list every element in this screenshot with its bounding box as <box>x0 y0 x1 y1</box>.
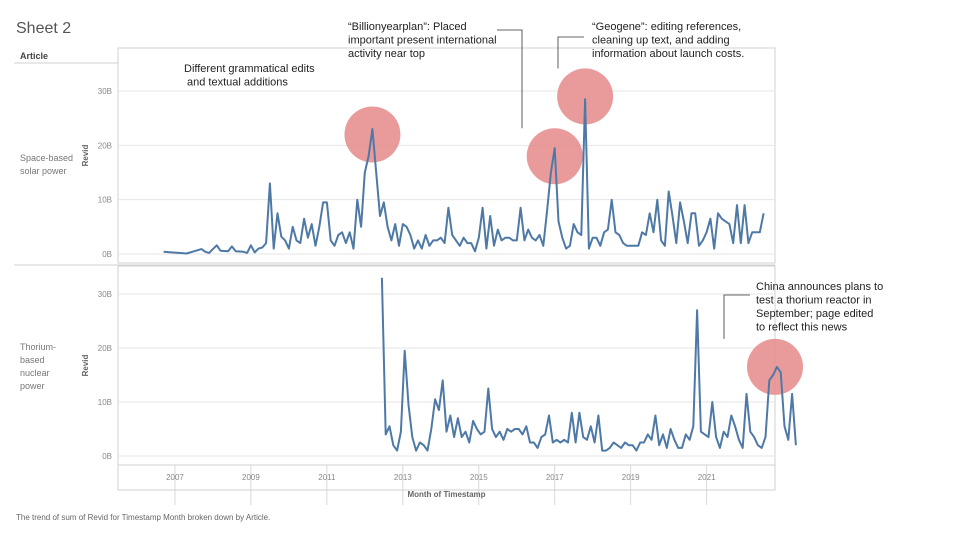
x-tick-label: 2011 <box>318 473 336 482</box>
annotation-line: to reflect this news <box>756 322 848 334</box>
chart-caption: The trend of sum of Revid for Timestamp … <box>16 513 271 522</box>
y-tick-label: 0B <box>102 452 112 461</box>
annotation-line: “Billionyearplan”: Placed <box>348 21 467 33</box>
series-line-thorium <box>380 277 797 452</box>
y-tick-label: 0B <box>102 250 112 259</box>
annotation-leader <box>557 36 584 69</box>
annotation-line: and textual additions <box>187 77 288 89</box>
highlight-circle <box>747 338 803 395</box>
annotation-text: Different grammatical edits and textual a… <box>184 63 315 89</box>
x-tick-label: 2013 <box>394 473 412 482</box>
y-axis-title: Revid <box>81 145 90 167</box>
row-label-thorium: Thorium- based nuclear power <box>20 341 82 393</box>
annotation-line: information about launch costs. <box>592 48 744 60</box>
x-tick-label: 2009 <box>242 473 260 482</box>
row-label-line: solar power <box>20 166 67 176</box>
y-tick-label: 30B <box>98 87 112 96</box>
series-line-space-solar <box>163 98 765 255</box>
annotation-line: “Geogene”: editing references, <box>592 21 741 33</box>
y-tick-label: 10B <box>98 196 112 205</box>
highlight-circle <box>557 68 614 125</box>
x-tick-label: 2007 <box>166 473 184 482</box>
annotation-line: important present international <box>348 35 497 47</box>
annotation-leader <box>497 29 523 129</box>
annotation-text: “Geogene”: editing references, cleaning u… <box>592 21 744 60</box>
annotation-line: China announces plans to <box>756 281 883 293</box>
column-header-article: Article <box>20 51 49 61</box>
row-label-space-solar: Space-based solar power <box>20 152 82 178</box>
x-axis-band <box>117 464 776 491</box>
annotation-line: cleaning up text, and adding <box>592 35 730 47</box>
row-label-line: nuclear <box>20 368 50 378</box>
annotation-line: test a thorium reactor in <box>756 295 872 307</box>
annotation-line: Different grammatical edits <box>184 63 315 75</box>
y-tick-label: 20B <box>98 344 112 353</box>
x-tick-label: 2019 <box>622 473 640 482</box>
panel-frame <box>117 265 776 466</box>
sheet-title: Sheet 2 <box>16 20 72 37</box>
row-label-line: Thorium- <box>20 342 57 352</box>
x-tick-label: 2017 <box>546 473 564 482</box>
y-tick-label: 20B <box>98 141 112 150</box>
annotation-line: activity near top <box>348 48 425 60</box>
row-label-line: based <box>20 355 45 365</box>
row-label-line: Space-based <box>20 153 74 163</box>
y-tick-label: 10B <box>98 398 112 407</box>
annotation-text: China announces plans to test a thorium r… <box>756 281 883 334</box>
annotation-line: September; page edited <box>756 308 873 320</box>
x-axis-title: Month of Timestamp <box>407 490 485 499</box>
y-tick-label: 30B <box>98 290 112 299</box>
x-tick-label: 2021 <box>698 473 716 482</box>
x-tick-label: 2015 <box>470 473 488 482</box>
y-axis-title: Revid <box>81 355 90 377</box>
row-label-line: power <box>20 381 45 391</box>
annotation-leader <box>723 294 750 339</box>
annotation-text: “Billionyearplan”: Placed important prese… <box>348 21 497 60</box>
panel-frame <box>117 47 776 264</box>
